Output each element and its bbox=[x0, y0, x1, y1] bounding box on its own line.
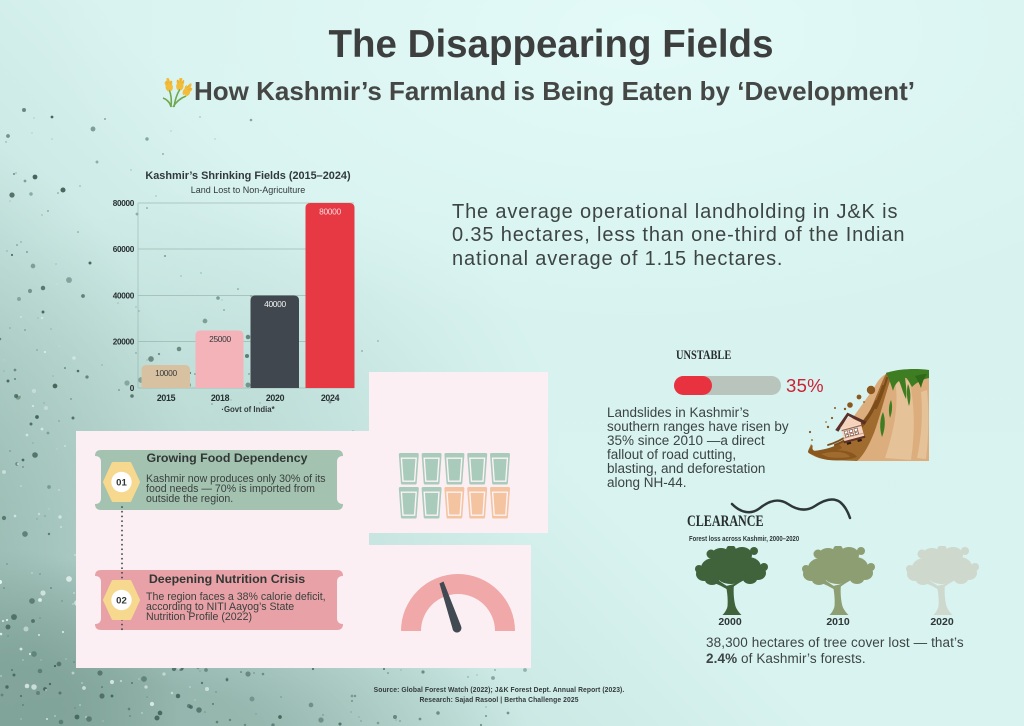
svg-text:2020: 2020 bbox=[266, 393, 285, 403]
svg-text:60000: 60000 bbox=[113, 245, 135, 254]
svg-text:01: 01 bbox=[116, 477, 127, 488]
svg-text:Land Lost to Non-Agriculture: Land Lost to Non-Agriculture bbox=[191, 185, 306, 195]
svg-text:2015: 2015 bbox=[157, 393, 176, 403]
svg-text:40000: 40000 bbox=[264, 299, 286, 309]
svg-text:0: 0 bbox=[130, 384, 135, 393]
svg-text:2024: 2024 bbox=[321, 393, 340, 403]
svg-text:10000: 10000 bbox=[155, 368, 177, 378]
svg-text:40000: 40000 bbox=[113, 292, 135, 301]
svg-text:20000: 20000 bbox=[113, 338, 135, 347]
svg-text:Kashmir’s Shrinking Fields (20: Kashmir’s Shrinking Fields (2015–2024) bbox=[145, 170, 351, 182]
svg-text:·Govt of India*: ·Govt of India* bbox=[221, 405, 275, 414]
svg-text:2018: 2018 bbox=[211, 393, 230, 403]
svg-text:80000: 80000 bbox=[319, 207, 341, 217]
svg-text:25000: 25000 bbox=[209, 334, 231, 344]
svg-text:02: 02 bbox=[116, 595, 127, 606]
svg-text:80000: 80000 bbox=[113, 199, 135, 208]
